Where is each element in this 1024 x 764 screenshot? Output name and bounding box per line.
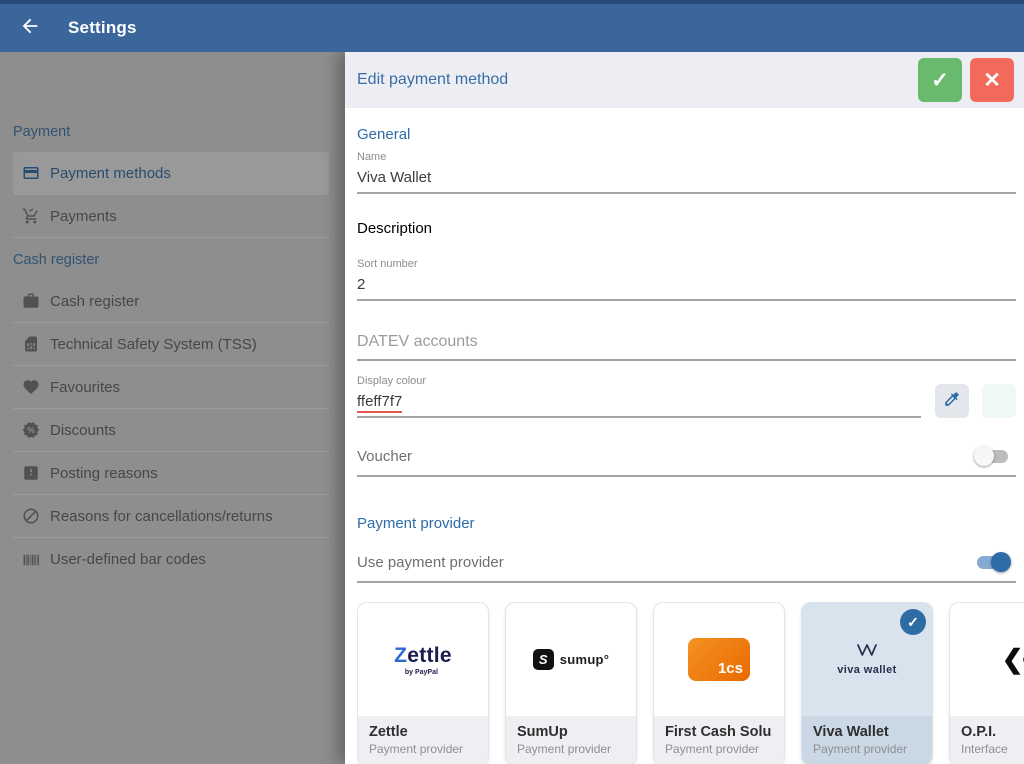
- svg-text:%: %: [27, 426, 35, 435]
- provider-name: Zettle: [369, 724, 408, 740]
- provider-card-sumup[interactable]: S sumup° SumUp Payment provider: [505, 602, 637, 764]
- sidebar-item-label: Favourites: [50, 378, 121, 396]
- sumup-logo: S sumup°: [532, 649, 610, 670]
- back-button[interactable]: [8, 6, 52, 50]
- sidebar-item-label: User-defined bar codes: [50, 551, 206, 568]
- briefcase-icon: [22, 292, 40, 310]
- colour-swatch[interactable]: [982, 384, 1016, 418]
- provider-subtitle: Payment provider: [813, 742, 908, 756]
- provider-subtitle: Interface: [961, 742, 1008, 756]
- opi-logo: ❮·: [1001, 644, 1024, 674]
- sidebar-item-label: Payment methods: [50, 164, 171, 182]
- name-input[interactable]: Viva Wallet: [357, 169, 1016, 194]
- cancel-button[interactable]: ✕: [970, 58, 1014, 102]
- page-title: Settings: [68, 18, 137, 37]
- use-payment-provider-row: Use payment provider: [357, 552, 1016, 583]
- voucher-row: Voucher: [357, 446, 1016, 477]
- eyedropper-icon: [943, 390, 961, 413]
- provider-card-opi[interactable]: ❮· O.P.I. Interface: [949, 602, 1024, 764]
- posting-note-icon: [22, 464, 40, 482]
- shopping-cart-icon: [22, 207, 40, 225]
- sidebar-item-discounts[interactable]: % Discounts: [13, 409, 329, 452]
- display-colour-input[interactable]: ffeff7f7: [357, 393, 921, 418]
- name-label: Name: [357, 151, 387, 163]
- edit-payment-method-dialog: Edit payment method ✓ ✕ General Name Viv…: [345, 52, 1024, 764]
- provider-name: Viva Wallet: [813, 724, 889, 740]
- sidebar-item-payments[interactable]: Payments: [13, 195, 329, 238]
- first-cash-solutions-logo: 1cs: [688, 638, 750, 681]
- display-colour-row: Display colour ffeff7f7: [357, 375, 1016, 418]
- datev-accounts-field[interactable]: DATEV accounts: [357, 333, 1016, 361]
- dialog-title: Edit payment method: [357, 71, 509, 88]
- dialog-header: Edit payment method ✓ ✕: [345, 52, 1024, 108]
- confirm-button[interactable]: ✓: [918, 58, 962, 102]
- provider-name: O.P.I.: [961, 724, 997, 740]
- voucher-label: Voucher: [357, 447, 413, 465]
- viva-wallet-logo: viva wallet: [837, 643, 896, 676]
- app-bar: Settings: [0, 0, 1024, 52]
- provider-card-zettle[interactable]: Zettle by PayPal Zettle Payment provider: [357, 602, 489, 764]
- sidebar-item-label: Posting reasons: [50, 464, 158, 482]
- discount-badge-icon: %: [22, 421, 40, 439]
- sort-number-field: Sort number 2: [357, 258, 1016, 301]
- provider-card-viva-wallet[interactable]: ✓ viva wallet Viva Wallet Payment provid…: [801, 602, 933, 764]
- sidebar-item-label: Reasons for cancellations/returns: [50, 507, 273, 525]
- heart-icon: [22, 378, 40, 396]
- check-icon: ✓: [907, 613, 919, 630]
- description-input[interactable]: Description: [357, 220, 433, 237]
- general-heading: General: [357, 126, 411, 143]
- selected-check-badge: ✓: [900, 609, 926, 635]
- sidebar-item-payment-methods[interactable]: Payment methods: [13, 152, 329, 195]
- sidebar-section-payment: Payment: [13, 124, 71, 140]
- sidebar-item-tss[interactable]: Technical Safety System (TSS): [13, 323, 329, 366]
- zettle-logo: Zettle by PayPal: [394, 643, 452, 676]
- settings-sidebar: Payment Payment methods Payments Cash re…: [0, 52, 345, 764]
- sidebar-item-cash-register[interactable]: Cash register: [13, 280, 329, 323]
- sort-number-label: Sort number: [357, 258, 418, 270]
- sidebar-item-label: Cash register: [50, 292, 140, 310]
- sidebar-section-cash-register: Cash register: [13, 252, 100, 268]
- sidebar-item-label: Payments: [50, 207, 117, 225]
- sidebar-item-favourites[interactable]: Favourites: [13, 366, 329, 409]
- sidebar-item-posting-reasons[interactable]: Posting reasons: [13, 452, 329, 495]
- provider-name: First Cash Solu…: [665, 724, 773, 740]
- barcode-icon: [22, 551, 40, 569]
- sidebar-item-label: Discounts: [50, 421, 116, 439]
- sim-card-icon: [22, 335, 40, 353]
- credit-card-icon: [22, 164, 40, 182]
- use-payment-provider-label: Use payment provider: [357, 553, 504, 571]
- arrow-left-icon: [19, 15, 41, 42]
- name-field: Name Viva Wallet: [357, 151, 1016, 194]
- check-icon: ✓: [931, 68, 949, 92]
- provider-subtitle: Payment provider: [517, 742, 612, 756]
- provider-name: SumUp: [517, 724, 568, 740]
- close-icon: ✕: [983, 68, 1001, 92]
- colour-picker-button[interactable]: [935, 384, 969, 418]
- voucher-toggle[interactable]: [974, 446, 1011, 466]
- display-colour-value: ffeff7f7: [357, 393, 403, 413]
- display-colour-label: Display colour: [357, 375, 427, 387]
- sort-number-input[interactable]: 2: [357, 276, 1016, 301]
- use-payment-provider-toggle[interactable]: [974, 552, 1011, 572]
- provider-subtitle: Payment provider: [369, 742, 464, 756]
- provider-subtitle: Payment provider: [665, 742, 760, 756]
- status-strip: [0, 0, 1024, 4]
- sidebar-item-cancellation-reasons[interactable]: Reasons for cancellations/returns: [13, 495, 329, 538]
- provider-carousel: Zettle by PayPal Zettle Payment provider…: [357, 602, 1024, 764]
- payment-provider-heading: Payment provider: [357, 515, 475, 532]
- sidebar-item-label: Technical Safety System (TSS): [50, 335, 257, 353]
- dialog-body: General Name Viva Wallet Description Sor…: [345, 108, 1024, 764]
- provider-card-first-cash-solutions[interactable]: 1cs First Cash Solu… Payment provider: [653, 602, 785, 764]
- block-icon: [22, 507, 40, 525]
- sidebar-item-user-defined-bar-codes[interactable]: User-defined bar codes: [13, 538, 329, 581]
